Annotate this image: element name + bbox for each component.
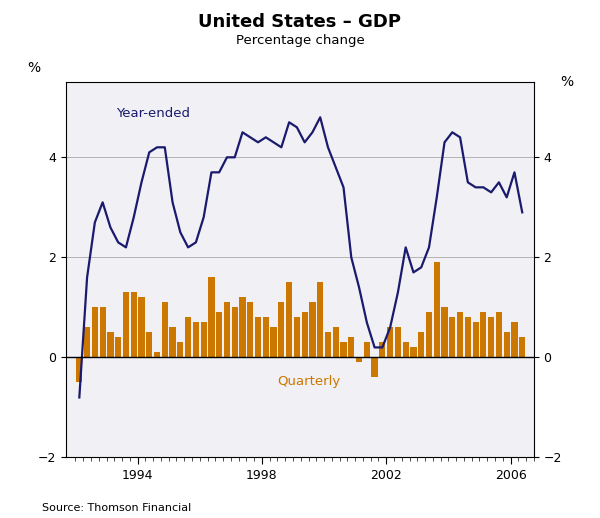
Bar: [115, 337, 121, 357]
Bar: [395, 327, 401, 357]
Text: United States – GDP: United States – GDP: [199, 13, 401, 31]
Bar: [503, 333, 510, 357]
Bar: [348, 337, 355, 357]
Bar: [263, 318, 269, 357]
Bar: [403, 342, 409, 357]
Bar: [123, 292, 129, 357]
Text: Quarterly: Quarterly: [277, 375, 341, 388]
Bar: [332, 327, 339, 357]
Bar: [84, 327, 90, 357]
Bar: [255, 318, 261, 357]
Bar: [310, 303, 316, 357]
Bar: [92, 307, 98, 357]
Bar: [473, 322, 479, 357]
Bar: [340, 342, 347, 357]
Bar: [216, 312, 222, 357]
Text: Source: Thomson Financial: Source: Thomson Financial: [42, 503, 191, 513]
Bar: [457, 312, 463, 357]
Bar: [76, 357, 82, 382]
Bar: [434, 263, 440, 357]
Bar: [519, 337, 526, 357]
Bar: [302, 312, 308, 357]
Bar: [325, 333, 331, 357]
Bar: [239, 297, 245, 357]
Text: Year-ended: Year-ended: [116, 107, 190, 120]
Bar: [371, 357, 378, 378]
Bar: [177, 342, 184, 357]
Bar: [224, 303, 230, 357]
Bar: [480, 312, 487, 357]
Bar: [200, 322, 207, 357]
Bar: [185, 318, 191, 357]
Bar: [488, 318, 494, 357]
Y-axis label: %: %: [560, 75, 573, 89]
Bar: [294, 318, 300, 357]
Bar: [131, 292, 137, 357]
Bar: [100, 307, 106, 357]
Bar: [387, 327, 393, 357]
Bar: [496, 312, 502, 357]
Bar: [286, 282, 292, 357]
Bar: [449, 318, 455, 357]
Bar: [465, 318, 471, 357]
Bar: [356, 357, 362, 363]
Bar: [317, 282, 323, 357]
Bar: [193, 322, 199, 357]
Bar: [410, 348, 416, 357]
Bar: [161, 303, 168, 357]
Text: Percentage change: Percentage change: [236, 34, 364, 47]
Bar: [146, 333, 152, 357]
Bar: [232, 307, 238, 357]
Bar: [379, 342, 385, 357]
Bar: [278, 303, 284, 357]
Bar: [208, 277, 215, 357]
Bar: [154, 352, 160, 357]
Bar: [247, 303, 253, 357]
Bar: [169, 327, 176, 357]
Bar: [418, 333, 424, 357]
Bar: [271, 327, 277, 357]
Bar: [426, 312, 432, 357]
Bar: [107, 333, 113, 357]
Bar: [511, 322, 518, 357]
Bar: [442, 307, 448, 357]
Bar: [364, 342, 370, 357]
Y-axis label: %: %: [27, 61, 40, 75]
Bar: [139, 297, 145, 357]
